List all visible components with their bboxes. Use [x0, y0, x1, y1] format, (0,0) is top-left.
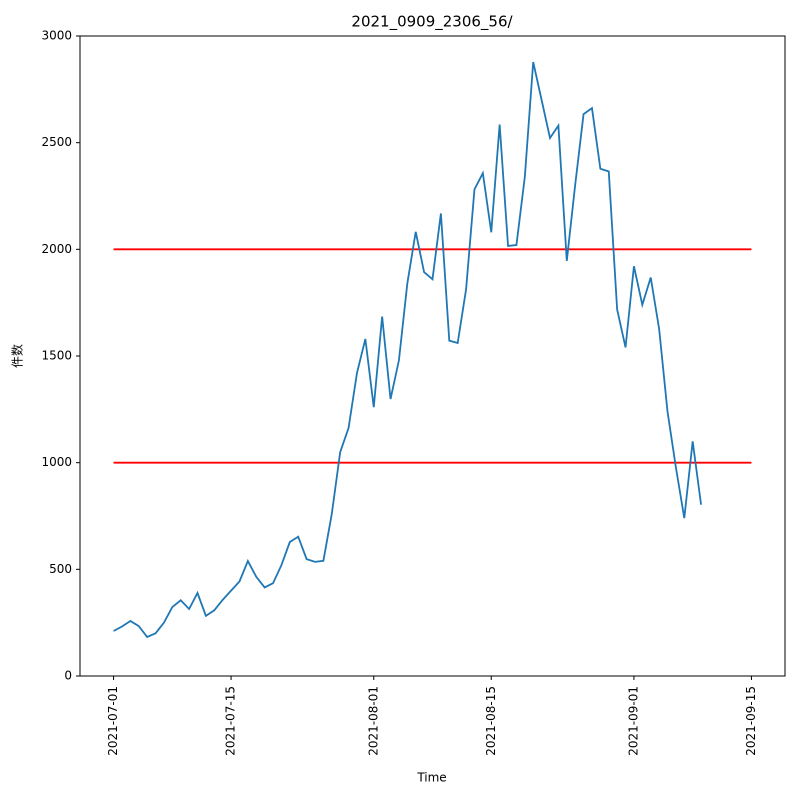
y-tick-label: 2500 [41, 135, 72, 149]
y-axis-label: 件数 [10, 344, 25, 368]
chart-title: 2021_0909_2306_56/ [351, 13, 513, 32]
y-tick-label: 1000 [41, 455, 72, 469]
data-line [113, 61, 702, 639]
y-tick-label: 2000 [41, 242, 72, 256]
x-tick-label: 2021-09-15 [744, 686, 758, 756]
x-tick-label: 2021-07-15 [224, 686, 238, 756]
y-tick-label: 1500 [41, 349, 72, 363]
x-tick-label: 2021-07-01 [106, 686, 120, 756]
plot-frame [79, 35, 786, 677]
x-tick-label: 2021-08-15 [484, 686, 498, 756]
x-axis-label: Time [416, 771, 446, 785]
y-tick-label: 0 [64, 669, 72, 683]
y-tick-label: 500 [49, 562, 72, 576]
y-tick-label: 3000 [41, 29, 72, 43]
x-tick-label: 2021-08-01 [366, 686, 380, 756]
x-tick-label: 2021-09-01 [626, 686, 640, 756]
